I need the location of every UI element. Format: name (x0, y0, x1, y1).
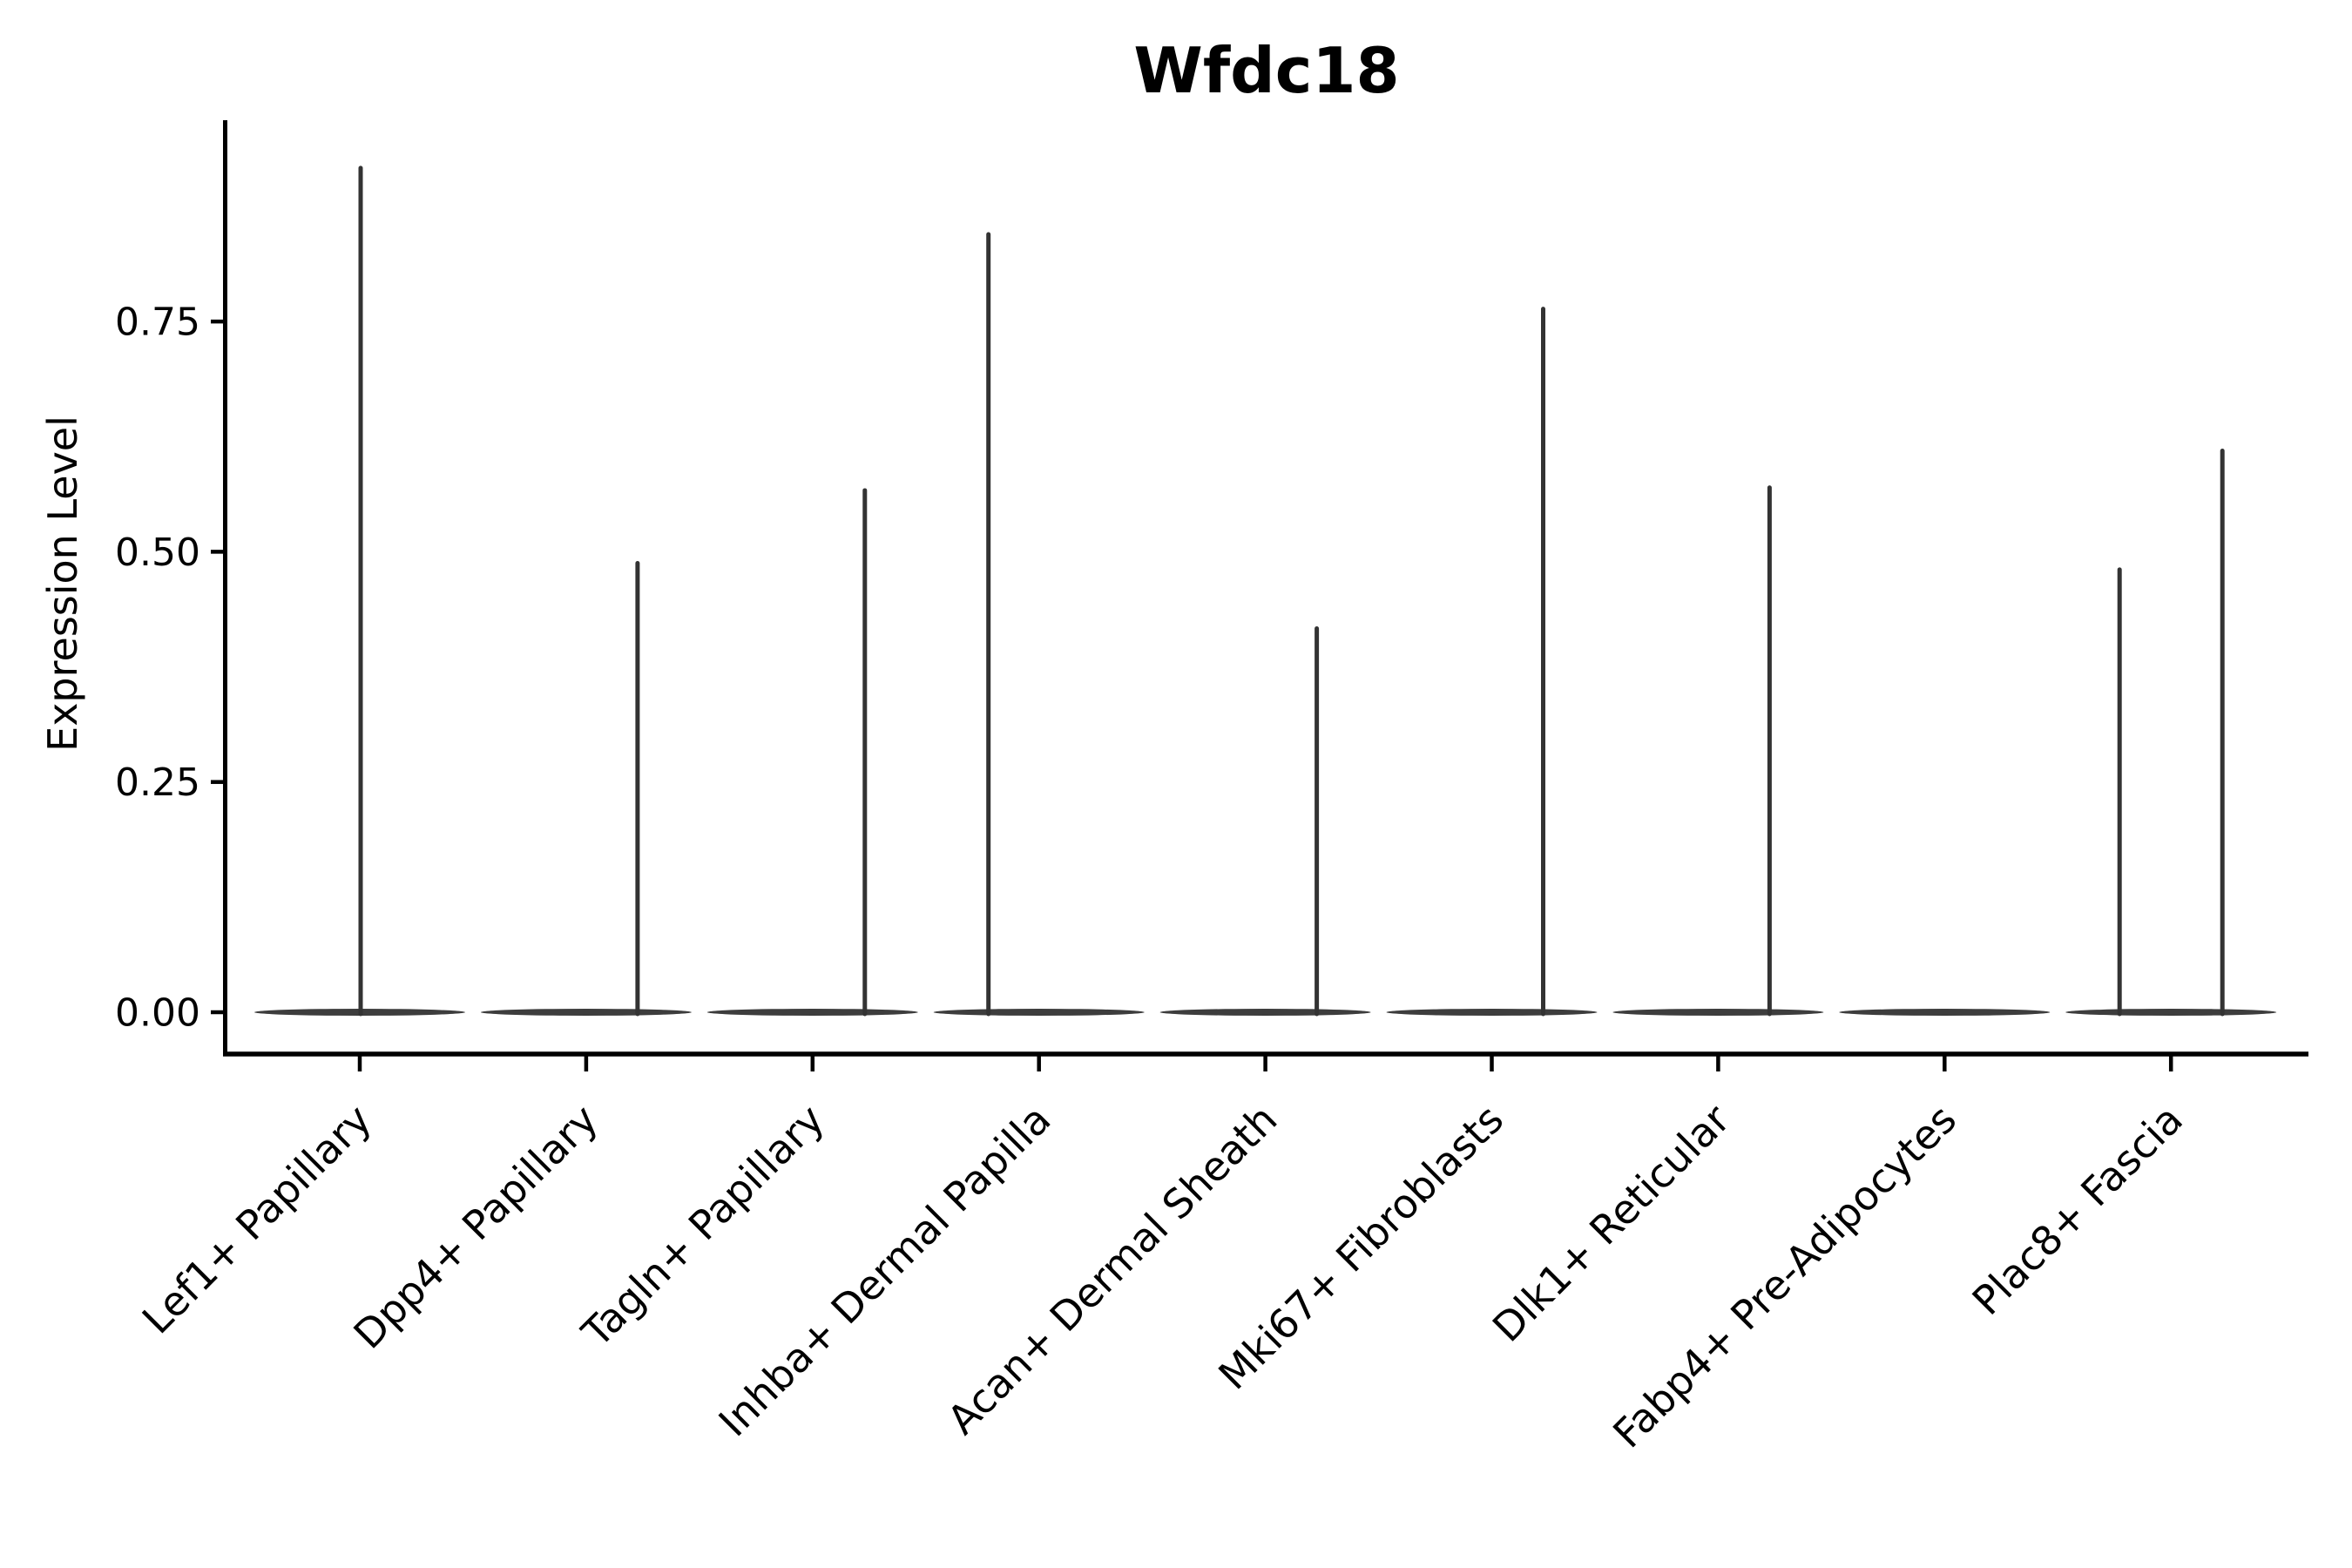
violin-body (1839, 1009, 2051, 1016)
violin-body (2065, 1009, 2277, 1016)
x-tick-label: Plac8+ Fascia (1963, 1096, 2192, 1324)
y-tick-label: 0.00 (115, 991, 200, 1036)
x-tick-label: Dlk1+ Reticular (1484, 1096, 1739, 1351)
x-tick-label: Lef1+ Papillary (133, 1096, 381, 1343)
x-tick-label: Tagln+ Papillary (572, 1096, 834, 1357)
violin-body (706, 1009, 918, 1016)
y-axis-label: Expression Level (39, 416, 86, 752)
x-tick-label: Dpp4+ Papillary (344, 1096, 606, 1358)
violin-body (480, 1009, 692, 1016)
chart-title: Wfdc18 (1133, 34, 1399, 107)
violin-body (1386, 1009, 1598, 1016)
violin-body (1159, 1009, 1371, 1016)
y-tick-label: 0.25 (115, 760, 200, 805)
violins (254, 166, 2277, 1017)
y-axis: 0.00 0.25 0.50 0.75 (115, 301, 224, 1036)
violin-body (933, 1009, 1145, 1016)
y-tick-label: 0.75 (115, 301, 200, 345)
y-tick-label: 0.50 (115, 531, 200, 575)
violin-body (1612, 1009, 1824, 1016)
